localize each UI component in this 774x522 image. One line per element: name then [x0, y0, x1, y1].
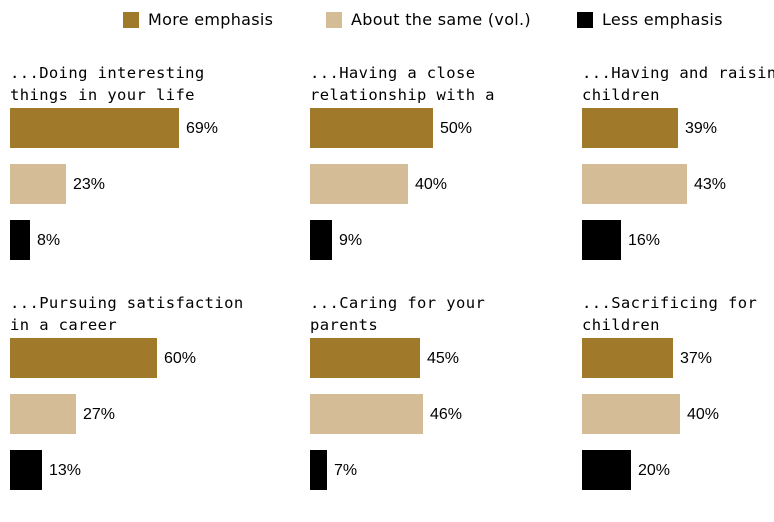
- bar-value-label: 20%: [638, 462, 671, 479]
- bar-less: [310, 450, 327, 490]
- legend-swatch-same: [326, 11, 342, 28]
- bar-same: [310, 164, 408, 204]
- panel-sacrificing-for-children: ...Sacrificing for children 37% 40% 20%: [582, 292, 774, 522]
- bar-more: [582, 338, 673, 378]
- bar-value-label: 8%: [37, 232, 61, 249]
- panel-title: ...Having and raising children: [582, 64, 774, 104]
- legend-label-less: Less emphasis: [602, 10, 723, 29]
- bar-value-label: 40%: [415, 176, 448, 193]
- panel-title: ...Doing interesting things in your life: [10, 64, 215, 104]
- bar-value-label: 16%: [628, 232, 661, 249]
- bar-value-label: 45%: [427, 350, 460, 367]
- bar-value-label: 60%: [164, 350, 197, 367]
- bar-value-label: 43%: [694, 176, 727, 193]
- panel-pursuing-satisfaction-in-a-career: ...Pursuing satisfaction in a career 60% 2…: [10, 292, 260, 522]
- bar-value-label: 69%: [186, 120, 219, 137]
- panel-having-and-raising-children: ...Having and raising children 39% 43% 16%: [582, 62, 774, 292]
- bar-same: [310, 394, 423, 434]
- bar-same: [582, 164, 687, 204]
- bar-less: [582, 220, 621, 260]
- bar-value-label: 13%: [49, 462, 82, 479]
- legend-label-same: About the same (vol.): [351, 10, 531, 29]
- bar-less: [310, 220, 332, 260]
- bar-value-label: 39%: [685, 120, 718, 137]
- bar-more: [10, 338, 157, 378]
- bar-more: [310, 108, 433, 148]
- bar-value-label: 27%: [83, 406, 116, 423]
- bar-value-label: 23%: [73, 176, 106, 193]
- bar-value-label: 40%: [687, 406, 720, 423]
- bar-same: [10, 164, 66, 204]
- panel-title: ...Pursuing satisfaction in a career: [10, 294, 254, 334]
- bar-value-label: 9%: [339, 232, 363, 249]
- bar-same: [10, 394, 76, 434]
- bar-more: [582, 108, 678, 148]
- legend-swatch-more: [123, 11, 139, 28]
- legend-swatch-less: [577, 11, 593, 28]
- legend-item-same: About the same (vol.): [326, 10, 531, 29]
- bar-value-label: 50%: [440, 120, 473, 137]
- legend-item-more: More emphasis: [123, 10, 273, 29]
- legend-label-more: More emphasis: [148, 10, 274, 29]
- legend: More emphasis About the same (vol.) Less…: [0, 10, 774, 32]
- bar-less: [10, 220, 30, 260]
- bar-less: [582, 450, 631, 490]
- legend-item-less: Less emphasis: [577, 10, 723, 29]
- bar-value-label: 7%: [334, 462, 358, 479]
- panel-doing-interesting-things-in-your-life: ...Doing interesting things in your life…: [10, 62, 260, 292]
- bar-value-label: 37%: [680, 350, 713, 367]
- bar-same: [582, 394, 680, 434]
- panel-caring-for-your-parents: ...Caring for your parents 45% 46% 7%: [310, 292, 560, 522]
- panel-having-a-close-relationship-with-a-spouse: ...Having a close relationship with a sp…: [310, 62, 560, 292]
- bar-less: [10, 450, 42, 490]
- panel-title: ...Caring for your parents: [310, 294, 495, 334]
- bar-more: [310, 338, 420, 378]
- bar-more: [10, 108, 179, 148]
- panel-title: ...Sacrificing for children: [582, 294, 767, 334]
- bar-value-label: 46%: [430, 406, 463, 423]
